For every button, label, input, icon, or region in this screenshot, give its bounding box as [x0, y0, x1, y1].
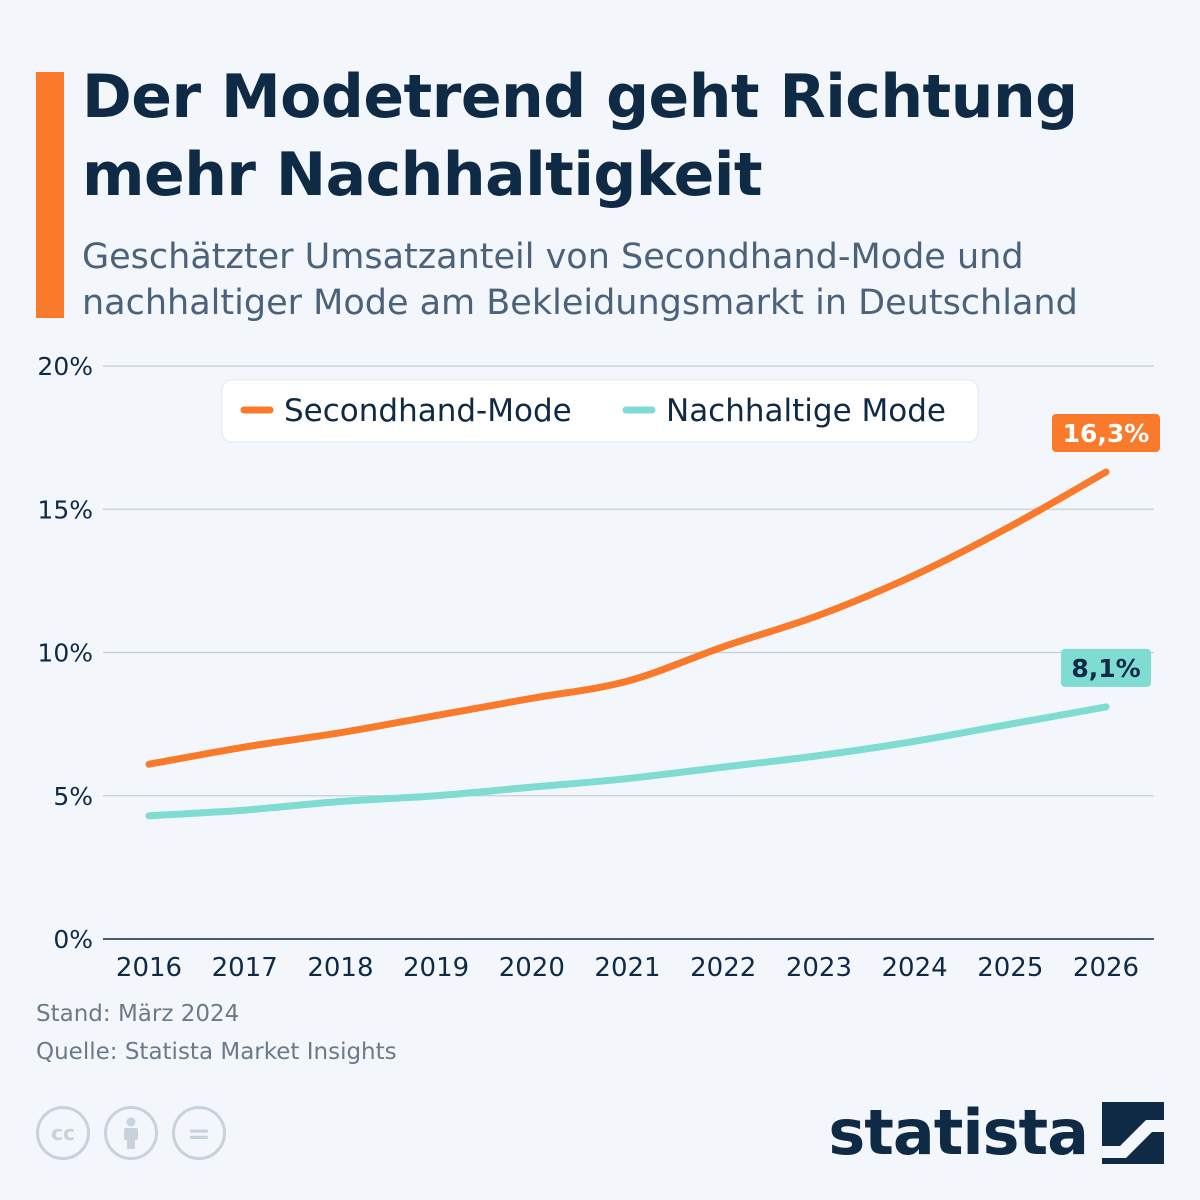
- license-icons: cc =: [36, 1106, 226, 1160]
- title-accent-bar: [36, 72, 64, 318]
- y-tick-label: 5%: [53, 782, 93, 811]
- y-tick-label: 0%: [53, 925, 93, 954]
- series-line-secondhand: [145, 468, 1110, 768]
- legend-label: Secondhand-Mode: [284, 393, 572, 429]
- page-subtitle: Geschätzter Umsatzanteil von Secondhand-…: [82, 237, 1078, 323]
- x-tick-label: 2019: [403, 953, 469, 983]
- series-line-nachhaltig: [145, 703, 1110, 820]
- x-tick-label: 2017: [212, 953, 278, 983]
- x-tick-label: 2020: [499, 953, 565, 983]
- x-tick-label: 2023: [786, 953, 852, 983]
- x-tick-label: 2021: [594, 953, 660, 983]
- end-value-label: 16,3%: [1063, 419, 1150, 448]
- footer-date: Stand: März 2024: [36, 1001, 240, 1027]
- end-label-badge: [1052, 414, 1160, 453]
- statista-wordmark: statista: [828, 1096, 1089, 1169]
- statista-brand[interactable]: statista: [828, 1098, 1164, 1168]
- x-tick-label: 2022: [690, 953, 756, 983]
- x-tick-label: 2018: [307, 953, 373, 983]
- line-chart: 0% 5% 10% 15% 20% 2016 2017 2018 2019 2020 2021 202…: [37, 352, 1160, 983]
- y-tick-label: 10%: [37, 639, 93, 668]
- end-label-badge: [1061, 648, 1151, 687]
- x-tick-label: 2024: [882, 953, 948, 983]
- legend-label: Nachhaltige Mode: [666, 393, 946, 429]
- attribution-icon[interactable]: [104, 1106, 158, 1160]
- x-tick-label: 2025: [977, 953, 1043, 983]
- page-title: Der Modetrend geht Richtung mehr Nachhal…: [82, 62, 1078, 210]
- y-tick-label: 20%: [37, 352, 93, 381]
- cc-icon[interactable]: cc: [36, 1106, 90, 1160]
- footer-source: Quelle: Statista Market Insights: [36, 1039, 397, 1065]
- x-tick-label: 2016: [116, 953, 182, 983]
- end-value-label: 8,1%: [1071, 654, 1140, 683]
- x-tick-label: 2026: [1073, 953, 1139, 983]
- y-tick-label: 15%: [37, 495, 93, 524]
- no-derivatives-icon[interactable]: =: [172, 1106, 226, 1160]
- legend-box: [221, 379, 979, 443]
- statista-logo-icon: [1102, 1102, 1164, 1164]
